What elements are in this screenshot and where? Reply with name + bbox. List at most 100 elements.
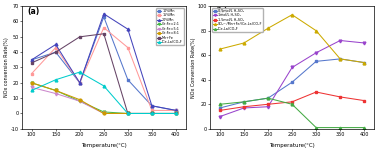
- 1.5mol/L H₂SO₄: [362, 100, 367, 102]
- 1.5mol/L H₂SO₄: [314, 91, 318, 93]
- X-axis label: Temperature(°C): Temperature(°C): [81, 143, 127, 148]
- 0.5mol/L H₂SO₄: [338, 58, 342, 60]
- 10%Mn: [102, 16, 106, 18]
- Legend: 0.5mol/L H₂SO₄, 1mol/L H₂SO₄, 1.5mol/L H₂SO₄, SO₄²⁻/Mn+Fe/(Ce,La)CO₃F, (Ce,La)CO: 0.5mol/L H₂SO₄, 1mol/L H₂SO₄, 1.5mol/L H…: [212, 8, 263, 32]
- (Ce,La)CO₃F: [150, 113, 154, 114]
- 15%Mn: [125, 47, 130, 48]
- Mn+Fe: [102, 33, 106, 35]
- Mn+Fe: [125, 113, 130, 114]
- 1mol/L H₂SO₄: [242, 107, 246, 109]
- 20%Mn: [174, 109, 178, 111]
- Legend: 10%Mn, 15%Mn, 20%Mn, Ce:Fe=2:1, Ce:Fe=5:1, Ce:Fe=8:1, Mn+Fe, (Ce,La)CO₃F: 10%Mn, 15%Mn, 20%Mn, Ce:Fe=2:1, Ce:Fe=5:…: [156, 8, 184, 45]
- SO₄²⁻/Mn+Fe/(Ce,La)CO₃F: [290, 14, 294, 16]
- Mn+Fe: [53, 51, 58, 53]
- X-axis label: Temperature(°C): Temperature(°C): [269, 143, 315, 148]
- Line: (Ce,La)CO₃F: (Ce,La)CO₃F: [30, 71, 177, 115]
- 0.5mol/L H₂SO₄: [290, 81, 294, 83]
- (Ce,La)CO₃F: [218, 103, 222, 105]
- Line: SO₄²⁻/Mn+Fe/(Ce,La)CO₃F: SO₄²⁻/Mn+Fe/(Ce,La)CO₃F: [218, 13, 366, 64]
- 20%Mn: [102, 13, 106, 15]
- 10%Mn: [150, 105, 154, 107]
- (Ce,La)CO₃F: [125, 113, 130, 114]
- 20%Mn: [125, 28, 130, 30]
- Ce:Fe=2:1: [53, 90, 58, 91]
- Mn+Fe: [174, 113, 178, 114]
- Ce:Fe=8:1: [174, 113, 178, 114]
- (Ce,La)CO₃F: [77, 71, 82, 73]
- Line: (Ce,La)CO₃F: (Ce,La)CO₃F: [218, 97, 366, 129]
- 1mol/L H₂SO₄: [338, 40, 342, 41]
- Line: 15%Mn: 15%Mn: [30, 26, 177, 112]
- SO₄²⁻/Mn+Fe/(Ce,La)CO₃F: [242, 42, 246, 44]
- (Ce,La)CO₃F: [102, 85, 106, 87]
- 20%Mn: [77, 82, 82, 84]
- Line: Ce:Fe=8:1: Ce:Fe=8:1: [30, 81, 177, 115]
- Text: (a): (a): [27, 7, 39, 16]
- Line: Ce:Fe=5:1: Ce:Fe=5:1: [30, 86, 177, 115]
- Line: 0.5mol/L H₂SO₄: 0.5mol/L H₂SO₄: [218, 57, 366, 109]
- 10%Mn: [125, 79, 130, 81]
- Ce:Fe=5:1: [29, 86, 34, 88]
- Ce:Fe=8:1: [53, 90, 58, 91]
- Ce:Fe=5:1: [102, 113, 106, 114]
- 1mol/L H₂SO₄: [266, 106, 270, 108]
- Ce:Fe=2:1: [29, 82, 34, 84]
- (Ce,La)CO₃F: [266, 97, 270, 99]
- Ce:Fe=5:1: [174, 113, 178, 114]
- 10%Mn: [29, 59, 34, 61]
- 1.5mol/L H₂SO₄: [266, 103, 270, 105]
- 15%Mn: [29, 73, 34, 74]
- Ce:Fe=5:1: [77, 100, 82, 102]
- Mn+Fe: [29, 62, 34, 64]
- 15%Mn: [150, 109, 154, 111]
- 15%Mn: [174, 109, 178, 111]
- Ce:Fe=8:1: [102, 113, 106, 114]
- Ce:Fe=2:1: [174, 113, 178, 114]
- Mn+Fe: [150, 113, 154, 114]
- 15%Mn: [53, 47, 58, 48]
- 10%Mn: [174, 109, 178, 111]
- 0.5mol/L H₂SO₄: [242, 101, 246, 103]
- Ce:Fe=8:1: [125, 113, 130, 114]
- SO₄²⁻/Mn+Fe/(Ce,La)CO₃F: [338, 58, 342, 60]
- Ce:Fe=2:1: [150, 113, 154, 114]
- Ce:Fe=5:1: [53, 93, 58, 94]
- 1mol/L H₂SO₄: [218, 116, 222, 117]
- (Ce,La)CO₃F: [53, 79, 58, 81]
- 10%Mn: [53, 51, 58, 53]
- Ce:Fe=8:1: [29, 82, 34, 84]
- Ce:Fe=5:1: [125, 113, 130, 114]
- Line: Mn+Fe: Mn+Fe: [30, 32, 177, 115]
- 0.5mol/L H₂SO₄: [362, 62, 367, 64]
- 20%Mn: [29, 59, 34, 61]
- Ce:Fe=8:1: [150, 113, 154, 114]
- Line: Ce:Fe=2:1: Ce:Fe=2:1: [30, 81, 177, 115]
- 20%Mn: [53, 44, 58, 45]
- Y-axis label: NOx conversion Rate(%): NOx conversion Rate(%): [4, 38, 9, 97]
- Ce:Fe=2:1: [77, 100, 82, 102]
- 1.5mol/L H₂SO₄: [218, 109, 222, 111]
- 20%Mn: [150, 105, 154, 107]
- 1.5mol/L H₂SO₄: [290, 101, 294, 103]
- (Ce,La)CO₃F: [338, 127, 342, 128]
- 1mol/L H₂SO₄: [290, 67, 294, 68]
- Line: 10%Mn: 10%Mn: [30, 16, 177, 112]
- 10%Mn: [77, 82, 82, 84]
- 15%Mn: [102, 27, 106, 29]
- 0.5mol/L H₂SO₄: [266, 97, 270, 99]
- (Ce,La)CO₃F: [242, 101, 246, 103]
- Ce:Fe=8:1: [77, 99, 82, 101]
- SO₄²⁻/Mn+Fe/(Ce,La)CO₃F: [218, 48, 222, 50]
- Text: (b): (b): [215, 7, 228, 16]
- 0.5mol/L H₂SO₄: [314, 60, 318, 62]
- 0.5mol/L H₂SO₄: [218, 107, 222, 109]
- 1.5mol/L H₂SO₄: [242, 106, 246, 108]
- SO₄²⁻/Mn+Fe/(Ce,La)CO₃F: [266, 27, 270, 29]
- 1mol/L H₂SO₄: [314, 52, 318, 54]
- (Ce,La)CO₃F: [290, 103, 294, 105]
- Mn+Fe: [77, 36, 82, 38]
- Ce:Fe=2:1: [102, 111, 106, 113]
- Line: 1mol/L H₂SO₄: 1mol/L H₂SO₄: [218, 39, 366, 118]
- (Ce,La)CO₃F: [314, 127, 318, 128]
- 15%Mn: [77, 82, 82, 84]
